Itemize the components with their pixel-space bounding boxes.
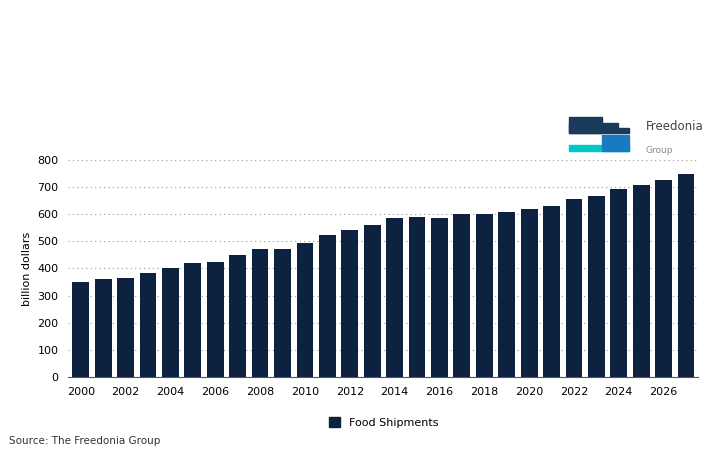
Y-axis label: billion dollars: billion dollars [22, 231, 32, 306]
Bar [569, 123, 618, 128]
Text: Food Shipments,: Food Shipments, [11, 29, 128, 42]
Bar [95, 278, 112, 377]
Bar [569, 128, 629, 133]
Bar [162, 269, 179, 377]
Text: 2000 – 2027: 2000 – 2027 [11, 53, 96, 66]
Bar [569, 117, 602, 133]
Bar [476, 214, 492, 377]
Bar [207, 262, 224, 377]
Bar [252, 249, 269, 377]
Bar [274, 250, 291, 377]
Bar [498, 212, 515, 377]
Bar [72, 282, 89, 377]
Bar [229, 255, 246, 377]
Bar [588, 196, 605, 377]
Bar [521, 209, 538, 377]
Text: Figure 4-1.: Figure 4-1. [11, 5, 88, 17]
Text: (billion dollars): (billion dollars) [11, 79, 117, 92]
Bar [655, 181, 672, 377]
Text: Group: Group [645, 146, 673, 154]
Bar [431, 218, 448, 377]
Bar [602, 135, 629, 151]
Bar [319, 234, 336, 377]
Bar [569, 145, 629, 151]
Bar [364, 225, 381, 377]
Legend: Food Shipments: Food Shipments [328, 417, 438, 428]
Bar [543, 206, 560, 377]
Bar [611, 189, 627, 377]
Bar [117, 278, 134, 377]
Bar [297, 243, 313, 377]
Bar [386, 218, 403, 377]
Bar [184, 263, 201, 377]
Bar [454, 214, 470, 377]
Text: Freedonia: Freedonia [645, 120, 703, 133]
Bar [633, 185, 649, 377]
Bar [140, 272, 156, 377]
Text: Source: The Freedonia Group: Source: The Freedonia Group [9, 436, 161, 446]
Bar [341, 230, 358, 377]
Bar [409, 217, 426, 377]
Bar [678, 174, 695, 377]
Bar [566, 199, 582, 377]
